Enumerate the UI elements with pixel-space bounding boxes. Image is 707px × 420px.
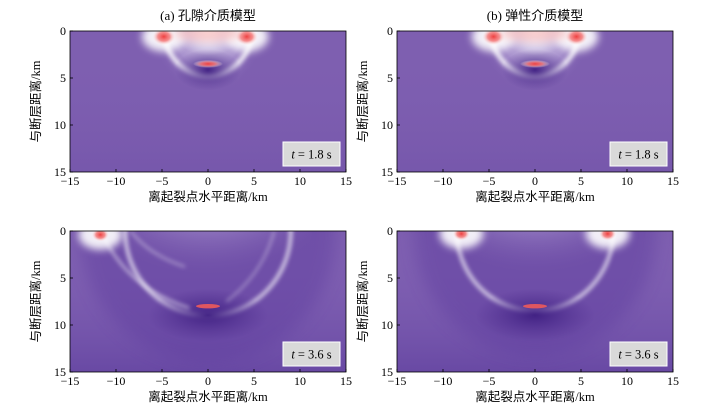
x-tick-label: 15 xyxy=(667,174,679,188)
x-tick-label: 10 xyxy=(294,174,306,188)
heatmap-field xyxy=(397,31,673,172)
x-tick-label: 0 xyxy=(532,174,538,188)
time-annotation-box xyxy=(609,141,668,167)
time-annotation-box xyxy=(609,341,668,367)
panel-1: −15 −10 −5 0 5 10 15 0 5 10 15 离起裂点水平距离/km 与断层距离/km (… xyxy=(28,8,352,204)
x-tick-label: 5 xyxy=(578,374,584,388)
y-axis-label: 与断层距离/km xyxy=(355,60,370,142)
x-tick-label: 0 xyxy=(205,374,211,388)
y-tick-label: 0 xyxy=(60,24,66,38)
x-tick-label: 5 xyxy=(251,374,257,388)
time-symbol: t xyxy=(291,348,295,362)
x-tick-label: −5 xyxy=(483,174,496,188)
x-tick-label: −5 xyxy=(156,174,169,188)
time-annotation: t = 1.8 s xyxy=(291,148,331,162)
time-value: = 1.8 s xyxy=(625,148,659,162)
x-tick-label: −15 xyxy=(61,374,80,388)
x-tick-label: −10 xyxy=(107,174,126,188)
y-tick-label: 10 xyxy=(381,318,393,332)
x-tick-label: 0 xyxy=(532,374,538,388)
panel-title: (a) 孔隙介质模型 xyxy=(160,8,256,23)
x-axis-label: 离起裂点水平距离/km xyxy=(148,189,268,204)
x-tick-label: 10 xyxy=(621,174,633,188)
y-axis-label: 与断层距离/km xyxy=(28,260,43,342)
panel-3: −15 −10 −5 0 5 10 15 0 5 10 15 离起裂点水平距离/km 与断层距离/km t… xyxy=(28,224,352,404)
x-tick-label: −15 xyxy=(388,374,407,388)
time-value: = 1.8 s xyxy=(298,148,332,162)
y-tick-label: 5 xyxy=(60,71,66,85)
negative-lobe xyxy=(501,49,569,91)
y-tick-label: 5 xyxy=(387,71,393,85)
time-annotation: t = 1.8 s xyxy=(618,148,658,162)
y-tick-label: 10 xyxy=(381,118,393,132)
x-tick-label: −10 xyxy=(434,174,453,188)
x-axis-label: 离起裂点水平距离/km xyxy=(475,389,595,404)
positive-lobe-1 xyxy=(91,231,110,242)
negative-lobe xyxy=(475,288,595,342)
time-annotation-box xyxy=(282,141,341,167)
center-peak xyxy=(196,304,220,309)
y-tick-label: 0 xyxy=(387,224,393,238)
x-tick-label: −5 xyxy=(483,374,496,388)
x-tick-label: −15 xyxy=(61,174,80,188)
y-tick-label: 0 xyxy=(60,224,66,238)
x-tick-label: 10 xyxy=(621,374,633,388)
x-tick-label: 10 xyxy=(294,374,306,388)
heatmap-field xyxy=(70,231,346,372)
y-tick-label: 15 xyxy=(54,165,66,179)
x-tick-label: 5 xyxy=(251,174,257,188)
center-peak xyxy=(193,59,223,68)
negative-lobe xyxy=(148,288,268,342)
heatmap-field xyxy=(70,31,346,172)
x-tick-label: 15 xyxy=(667,374,679,388)
positive-lobe-1 xyxy=(452,231,471,241)
y-axis-label: 与断层距离/km xyxy=(28,60,43,142)
time-annotation: t = 3.6 s xyxy=(618,348,658,362)
x-tick-label: 15 xyxy=(340,374,352,388)
time-symbol: t xyxy=(291,148,295,162)
panel-4: −15 −10 −5 0 5 10 15 0 5 10 15 离起裂点水平距离/km 与断层距离/km t… xyxy=(355,224,679,404)
positive-lobe-2 xyxy=(598,231,617,241)
time-symbol: t xyxy=(618,148,622,162)
x-tick-label: 5 xyxy=(578,174,584,188)
y-tick-label: 5 xyxy=(60,271,66,285)
positive-lobe-1 xyxy=(481,31,506,46)
y-tick-label: 5 xyxy=(387,271,393,285)
x-axis-label: 离起裂点水平距离/km xyxy=(148,389,268,404)
time-symbol: t xyxy=(618,348,622,362)
negative-lobe xyxy=(174,49,242,91)
y-tick-label: 15 xyxy=(381,165,393,179)
x-tick-label: 15 xyxy=(340,174,352,188)
y-tick-label: 10 xyxy=(54,118,66,132)
x-tick-label: 0 xyxy=(205,174,211,188)
time-annotation: t = 3.6 s xyxy=(291,348,331,362)
y-tick-label: 10 xyxy=(54,318,66,332)
panel-2: −15 −10 −5 0 5 10 15 0 5 10 15 离起裂点水平距离/km 与断层距离/km (… xyxy=(355,8,679,204)
time-annotation-box xyxy=(282,341,341,367)
y-tick-label: 0 xyxy=(387,24,393,38)
positive-lobe-2 xyxy=(564,31,589,46)
panel-title: (b) 弹性介质模型 xyxy=(487,8,583,23)
x-axis-label: 离起裂点水平距离/km xyxy=(475,189,595,204)
center-peak xyxy=(523,304,547,309)
x-tick-label: −5 xyxy=(156,374,169,388)
y-tick-label: 15 xyxy=(54,365,66,379)
time-value: = 3.6 s xyxy=(298,348,332,362)
y-tick-label: 15 xyxy=(381,365,393,379)
x-tick-label: −10 xyxy=(434,374,453,388)
x-tick-label: −15 xyxy=(388,174,407,188)
x-tick-label: −10 xyxy=(107,374,126,388)
center-peak xyxy=(520,59,550,68)
y-axis-label: 与断层距离/km xyxy=(355,260,370,342)
time-value: = 3.6 s xyxy=(625,348,659,362)
positive-lobe-1 xyxy=(151,31,176,46)
